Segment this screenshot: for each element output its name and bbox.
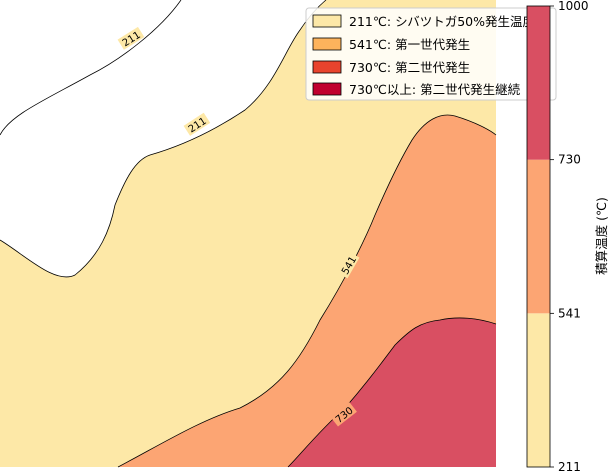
legend-entry: 730℃以上: 第二世代発生継続 — [312, 82, 521, 97]
colorbar-tick-label: 730 — [558, 153, 581, 167]
legend-label: 730℃: 第二世代発生 — [349, 60, 470, 75]
legend-swatch — [312, 60, 342, 74]
region-below-211-main — [0, 0, 326, 277]
legend-label: 211℃: シバツトガ50%発生温度 — [349, 14, 535, 29]
contour-line-541 — [117, 114, 497, 468]
contour-lines — [0, 0, 497, 468]
colorbar-segment — [527, 159, 550, 314]
contour-line-730 — [287, 317, 497, 468]
colorbar-segment — [527, 6, 550, 160]
contour-line-211-main — [0, 0, 327, 278]
legend-label: 730℃以上: 第二世代発生継続 — [349, 82, 521, 97]
legend-swatch — [312, 82, 342, 96]
colorbar-ticks: 211 541 730 1000 — [550, 0, 589, 474]
colorbar: 211 541 730 1000 積算温度 (℃) — [526, 0, 609, 474]
colorbar-frame — [526, 5, 551, 468]
colorbar-tick-label: 541 — [558, 306, 581, 320]
legend-entry: 541℃: 第一世代発生 — [312, 37, 470, 52]
legend-label: 541℃: 第一世代発生 — [349, 37, 470, 52]
colorbar-segments — [527, 6, 550, 467]
legend-swatch — [312, 37, 342, 51]
colorbar-label: 積算温度 (℃) — [594, 197, 609, 275]
legend-swatch — [312, 14, 342, 28]
region-730-1000 — [288, 317, 496, 467]
legend-entry: 211℃: シバツトガ50%発生温度 — [312, 14, 535, 29]
colorbar-tick-label: 1000 — [558, 0, 589, 13]
legend-box — [305, 7, 557, 101]
colorbar-tick-label: 211 — [558, 460, 581, 474]
legend: 211℃: シバツトガ50%発生温度 541℃: 第一世代発生 730℃: 第二… — [305, 7, 557, 101]
colorbar-segment — [527, 313, 550, 467]
contour-line-211-top — [0, 0, 182, 136]
legend-entry: 730℃: 第二世代発生 — [312, 60, 470, 75]
